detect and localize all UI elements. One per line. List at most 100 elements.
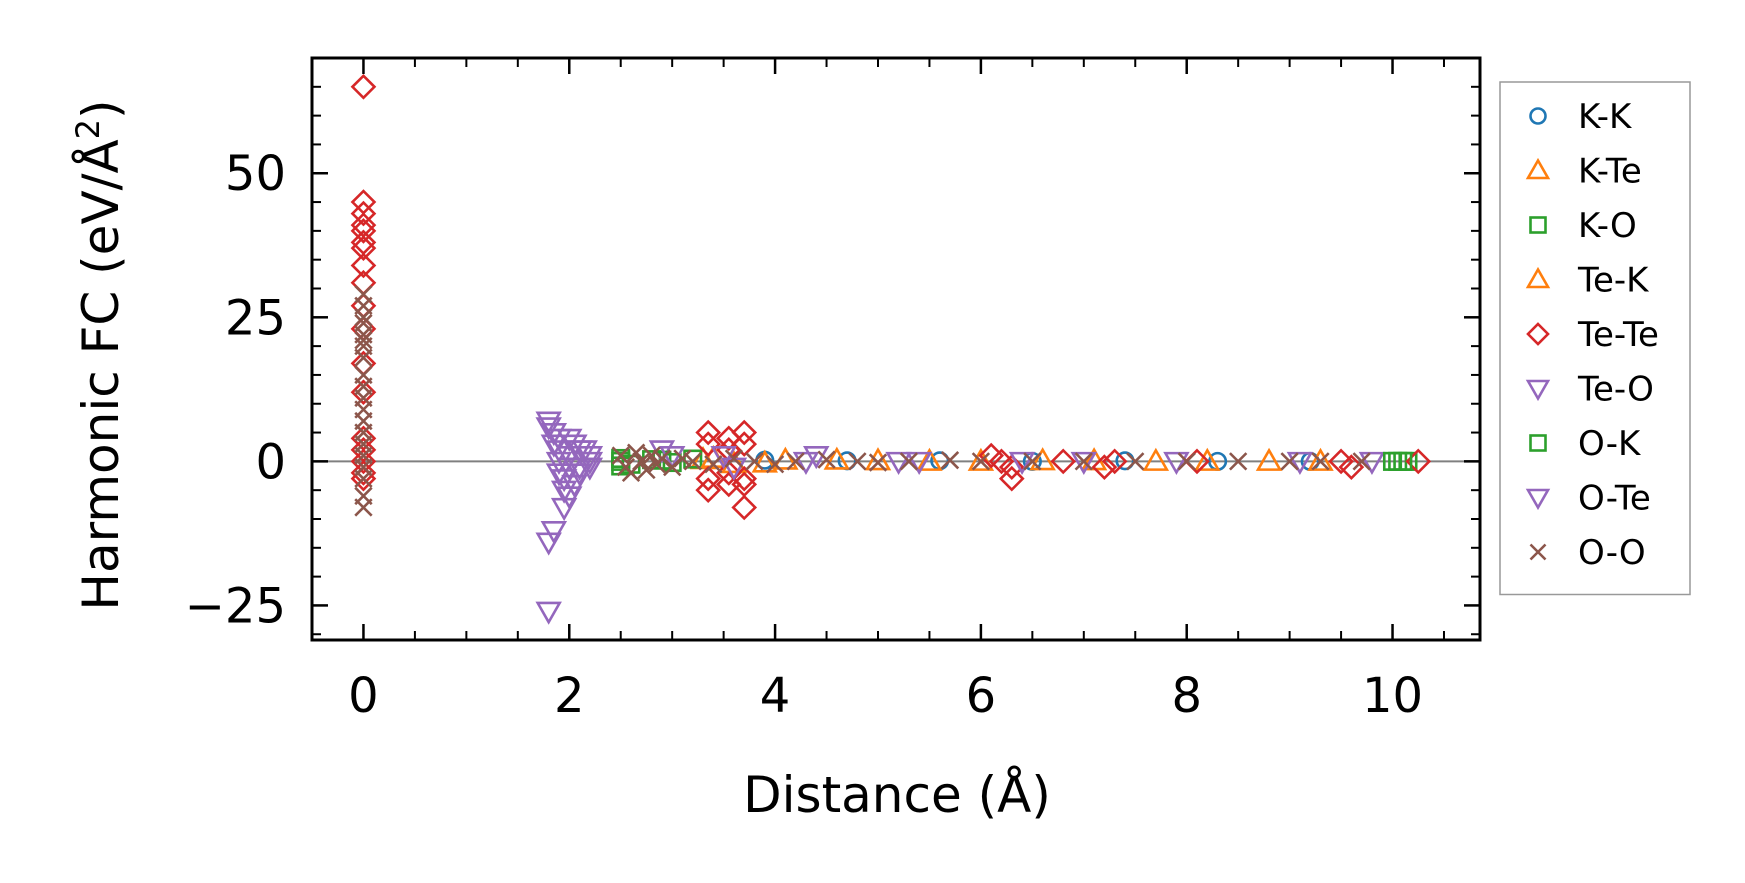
data-point bbox=[662, 452, 682, 473]
data-point bbox=[354, 469, 373, 488]
legend-label: Te-O bbox=[1577, 370, 1654, 410]
data-point bbox=[786, 452, 805, 471]
data-point bbox=[695, 431, 722, 457]
y-tick-label: −25 bbox=[185, 578, 286, 634]
data-point bbox=[695, 419, 722, 446]
data-point bbox=[1091, 454, 1118, 480]
legend-label: Te-K bbox=[1577, 261, 1650, 301]
series-te-o bbox=[535, 411, 1386, 625]
data-point bbox=[1311, 452, 1330, 471]
series-o-te bbox=[535, 417, 912, 510]
data-point bbox=[823, 446, 851, 470]
data-point bbox=[540, 520, 568, 545]
data-point bbox=[683, 452, 702, 471]
data-points bbox=[350, 73, 1432, 625]
data-point bbox=[1070, 451, 1098, 475]
data-point bbox=[350, 448, 377, 475]
data-point bbox=[731, 419, 758, 446]
legend-label: O-K bbox=[1578, 424, 1642, 464]
legend-marker bbox=[1529, 543, 1547, 561]
series-o-o bbox=[354, 285, 1371, 517]
x-axis-title: Distance (Å) bbox=[743, 766, 1051, 824]
data-point bbox=[626, 443, 646, 462]
legend-marker bbox=[1529, 107, 1547, 125]
data-point bbox=[350, 200, 377, 227]
data-point bbox=[673, 449, 692, 468]
data-point bbox=[695, 465, 722, 492]
data-point bbox=[1050, 448, 1077, 475]
legend-marker bbox=[1529, 434, 1547, 452]
data-point bbox=[350, 460, 377, 486]
data-point bbox=[751, 449, 779, 473]
data-point bbox=[350, 252, 377, 279]
legend: K-K K-Te K-O Te-K Te-Te Te-O O-K O-Te O-O bbox=[1499, 81, 1691, 596]
data-point bbox=[545, 451, 573, 475]
y-axis-title: Harmonic FC (eV/Å2) bbox=[69, 99, 130, 610]
data-point bbox=[765, 455, 785, 474]
data-point bbox=[1229, 452, 1248, 471]
data-point bbox=[561, 434, 588, 458]
data-point bbox=[1101, 448, 1128, 475]
data-point bbox=[350, 218, 377, 244]
data-point bbox=[899, 452, 919, 471]
data-point bbox=[848, 452, 867, 471]
x-tick-label: 4 bbox=[760, 668, 791, 724]
data-point bbox=[1029, 447, 1056, 471]
y-tick-label: 0 bbox=[255, 434, 286, 490]
data-point bbox=[540, 434, 568, 458]
data-point bbox=[704, 455, 723, 474]
legend-label: K-K bbox=[1578, 97, 1633, 137]
legend-label: K-O bbox=[1578, 206, 1637, 246]
data-point bbox=[1286, 451, 1314, 475]
data-point bbox=[731, 431, 758, 457]
legend-marker bbox=[1529, 216, 1547, 234]
data-point bbox=[998, 454, 1025, 480]
data-point bbox=[1382, 451, 1403, 471]
data-point bbox=[545, 463, 573, 487]
legend-label: K-Te bbox=[1578, 152, 1642, 192]
data-point bbox=[550, 480, 578, 504]
data-point bbox=[637, 460, 656, 480]
data-point bbox=[710, 446, 737, 470]
legend-label: Te-Te bbox=[1577, 315, 1659, 355]
data-point bbox=[998, 465, 1025, 492]
data-point bbox=[632, 452, 651, 471]
data-point bbox=[354, 498, 373, 517]
data-point bbox=[576, 446, 604, 470]
data-point bbox=[1393, 451, 1413, 471]
data-point bbox=[576, 457, 604, 481]
data-point bbox=[354, 308, 373, 327]
data-point bbox=[350, 379, 377, 406]
data-point bbox=[354, 348, 373, 367]
data-point bbox=[571, 440, 598, 464]
data-point bbox=[550, 469, 578, 493]
data-point bbox=[1074, 452, 1093, 471]
data-point bbox=[792, 451, 820, 475]
data-point bbox=[916, 447, 943, 471]
data-point bbox=[1307, 447, 1334, 471]
data-point bbox=[611, 446, 630, 465]
y-tick-label: 50 bbox=[225, 146, 286, 202]
data-point bbox=[1008, 451, 1036, 475]
y-axis-title-close: ) bbox=[72, 99, 130, 119]
y-axis-title-superscript: 2 bbox=[69, 119, 107, 139]
legend-marker bbox=[1525, 488, 1551, 511]
data-point bbox=[864, 447, 892, 471]
legend-marker bbox=[1525, 379, 1551, 402]
data-point bbox=[1358, 451, 1386, 475]
axes: 0 2 4 6 8 10 −25 0 25 50 bbox=[185, 56, 1482, 724]
data-point bbox=[715, 460, 742, 486]
data-point bbox=[556, 486, 583, 510]
data-point bbox=[905, 451, 933, 475]
data-point bbox=[350, 235, 377, 261]
data-point bbox=[535, 417, 562, 441]
data-point bbox=[695, 477, 722, 504]
data-point bbox=[1255, 447, 1283, 471]
x-tick-label: 2 bbox=[554, 668, 585, 724]
legend-label: O-Te bbox=[1578, 479, 1651, 519]
data-point bbox=[971, 452, 991, 471]
x-tick-label: 10 bbox=[1362, 668, 1423, 724]
x-tick-label: 8 bbox=[1171, 668, 1202, 724]
data-point bbox=[1023, 452, 1042, 471]
